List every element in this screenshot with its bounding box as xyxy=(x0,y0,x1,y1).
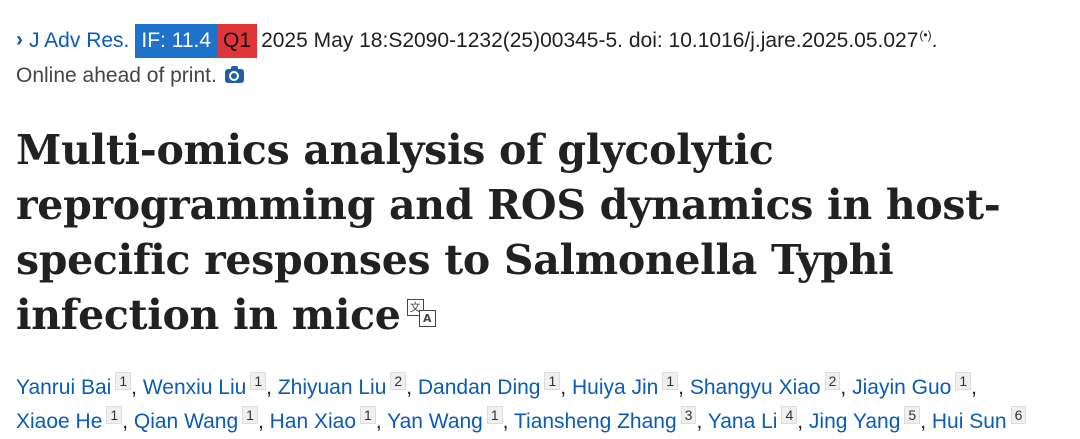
title-text: Multi-omics analysis of glycolytic repro… xyxy=(16,126,1001,339)
affiliation-badge[interactable]: 2 xyxy=(390,372,407,390)
author-separator: , xyxy=(797,410,804,433)
author-separator: , xyxy=(502,410,509,433)
author-name-link[interactable]: Jiayin Guo xyxy=(852,376,952,399)
author-item: Han Xiao 1, xyxy=(269,406,382,433)
affiliation-badge[interactable]: 1 xyxy=(360,406,376,424)
author-name-link[interactable]: Han Xiao xyxy=(269,410,357,433)
publication-status: Online ahead of print. xyxy=(16,59,1076,93)
author-name-link[interactable]: Yan Wang xyxy=(387,410,483,433)
quartile-badge: Q1 xyxy=(217,24,258,58)
chevron-right-icon[interactable]: › xyxy=(16,28,23,51)
author-separator: , xyxy=(122,410,129,433)
author-item: Zhiyuan Liu 2, xyxy=(277,372,413,399)
author-item: Shangyu Xiao 2, xyxy=(689,372,847,399)
author-name-link[interactable]: Tiansheng Zhang xyxy=(513,410,677,433)
citation-line: › J Adv Res. IF: 11.4 Q1 2025 May 18:S2090-1… xyxy=(16,18,1076,58)
author-name-link[interactable]: Qian Wang xyxy=(133,410,239,433)
article-title: Multi-omics analysis of glycolytic repro… xyxy=(16,123,1076,343)
author-item: Yana Li 4, xyxy=(707,406,804,433)
author-separator: , xyxy=(971,376,977,399)
author-name-link[interactable]: Wenxiu Liu xyxy=(142,376,247,399)
author-item: Tiansheng Zhang 3, xyxy=(513,406,703,433)
affiliation-badge[interactable]: 1 xyxy=(486,406,503,424)
journal-link[interactable]: J Adv Res. xyxy=(29,29,130,52)
author-item: Huiya Jin 1, xyxy=(571,372,684,399)
author-separator: , xyxy=(678,376,684,399)
impact-factor-badge: IF: 11.4 xyxy=(135,24,218,58)
article-header: › J Adv Res. IF: 11.4 Q1 2025 May 18:S2090-1… xyxy=(16,18,1076,439)
author-name-link[interactable]: Zhiyuan Liu xyxy=(277,376,387,399)
affiliation-badge[interactable]: 5 xyxy=(904,406,921,424)
author-name-link[interactable]: Jing Yang xyxy=(808,410,901,433)
status-text: Online ahead of print. xyxy=(16,64,217,87)
author-separator: , xyxy=(375,410,382,433)
affiliation-badge[interactable]: 3 xyxy=(680,406,697,424)
author-item: Dandan Ding 1, xyxy=(417,372,567,399)
affiliation-badge[interactable]: 1 xyxy=(955,372,972,390)
author-item: Hui Sun 6 xyxy=(931,406,1027,433)
author-name-link[interactable]: Hui Sun xyxy=(931,410,1007,433)
author-item: Xiaoe He 1, xyxy=(16,406,129,433)
author-item: Yan Wang 1, xyxy=(387,406,509,433)
author-separator: , xyxy=(560,376,567,399)
affiliation-badge[interactable]: 1 xyxy=(115,372,132,390)
affiliation-badge[interactable]: 2 xyxy=(824,372,841,390)
author-name-link[interactable]: Yana Li xyxy=(707,410,778,433)
author-name-link[interactable]: Shangyu Xiao xyxy=(689,376,821,399)
author-separator: , xyxy=(131,376,137,399)
broadcast-icon[interactable]: (•) xyxy=(919,28,932,42)
affiliation-badge[interactable]: 1 xyxy=(544,372,561,390)
affiliation-badge[interactable]: 1 xyxy=(106,406,123,424)
author-item: Yanrui Bai 1, xyxy=(16,372,137,399)
affiliation-badge[interactable]: 4 xyxy=(781,406,798,424)
author-separator: , xyxy=(920,410,927,433)
affiliation-badge[interactable]: 1 xyxy=(250,372,267,390)
author-item: Wenxiu Liu 1, xyxy=(142,372,272,399)
citation-trailing: . xyxy=(931,29,938,52)
affiliation-badge[interactable]: 1 xyxy=(662,372,679,390)
author-separator: , xyxy=(696,410,703,433)
author-name-link[interactable]: Huiya Jin xyxy=(571,376,659,399)
author-list: Yanrui Bai 1, Wenxiu Liu 1, Zhiyuan Liu 2, … xyxy=(16,371,1076,439)
citation-details: 2025 May 18:S2090-1232(25)00345-5. doi: … xyxy=(261,29,919,52)
affiliation-badge[interactable]: 1 xyxy=(242,406,258,424)
author-item: Jiayin Guo 1, xyxy=(852,372,977,399)
author-name-link[interactable]: Xiaoe He xyxy=(16,410,103,433)
author-separator: , xyxy=(266,376,272,399)
author-separator: , xyxy=(406,376,413,399)
author-item: Qian Wang 1, xyxy=(133,406,264,433)
camera-icon[interactable] xyxy=(224,66,244,83)
author-separator: , xyxy=(257,410,264,433)
affiliation-badge[interactable]: 6 xyxy=(1010,406,1027,424)
author-name-link[interactable]: Yanrui Bai xyxy=(16,376,112,399)
author-separator: , xyxy=(840,376,847,399)
author-name-link[interactable]: Dandan Ding xyxy=(417,376,541,399)
author-item: Jing Yang 5, xyxy=(808,406,927,433)
